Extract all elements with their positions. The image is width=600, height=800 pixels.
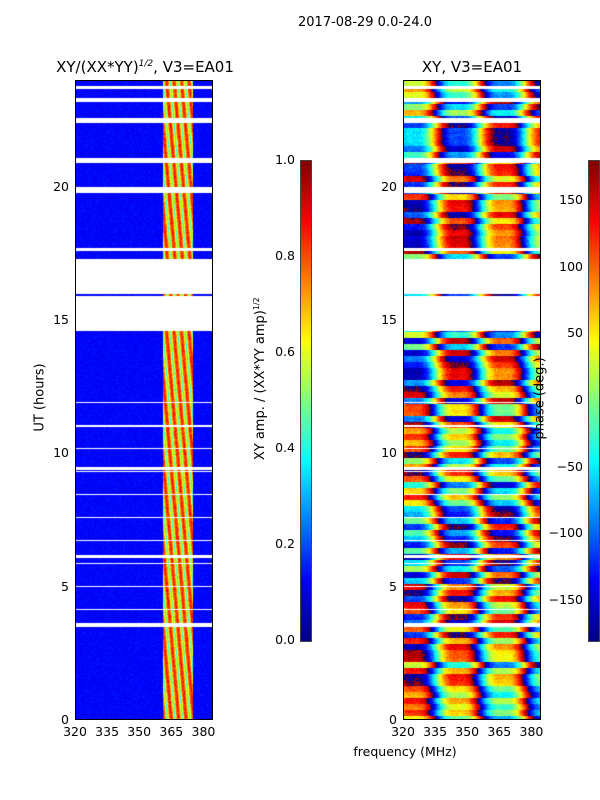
amplitude-colorbar — [300, 160, 312, 642]
amp-cbar-tick: 0.2 — [275, 536, 295, 551]
y-tick-label: 0 — [389, 712, 397, 727]
phase-cbar-tick: 100 — [559, 258, 583, 274]
amp-cbar-tick: 0.4 — [275, 440, 295, 455]
x-tick-label: 380 — [519, 724, 544, 739]
x-tick-label: 380 — [191, 724, 216, 739]
x-tick-label: 365 — [159, 724, 184, 739]
y-tick-label: 15 — [53, 312, 69, 327]
y-tick-label: 10 — [381, 445, 397, 461]
y-tick-label: 5 — [61, 578, 69, 594]
left-y-axis-label: UT (hours) — [32, 363, 48, 432]
amp-cbar-label-text: XY amp. / (XX*YY amp) — [253, 310, 269, 461]
amp-cbar-tick: 0.6 — [275, 344, 295, 359]
y-tick-label: 10 — [53, 445, 69, 461]
x-tick-label: 320 — [391, 724, 415, 739]
phase-colorbar — [588, 160, 600, 642]
phase-heatmap — [403, 80, 540, 720]
phase-cbar-tick: −100 — [548, 525, 583, 541]
phase-cbar-tick: 150 — [559, 192, 583, 207]
x-tick-label: 365 — [487, 724, 512, 739]
amp-cbar-label-sup: 1/2 — [251, 297, 261, 311]
left-title-sup: 1/2 — [138, 59, 154, 69]
phase-cbar-tick: −150 — [548, 592, 583, 607]
x-tick-label: 335 — [423, 724, 448, 739]
left-title-main: XY/(XX*YY) — [56, 58, 139, 76]
y-tick-label: 15 — [381, 312, 397, 327]
y-tick-label: 0 — [61, 712, 69, 727]
x-axis-label: frequency (MHz) — [353, 744, 457, 759]
x-tick-label: 350 — [455, 724, 480, 739]
phase-cbar-tick: −50 — [556, 458, 583, 474]
amp-cbar-tick: 0.0 — [275, 632, 295, 647]
amp-cbar-tick: 0.8 — [275, 248, 295, 263]
x-tick-label: 320 — [63, 724, 87, 739]
amplitude-heatmap — [75, 80, 212, 720]
x-tick-label: 350 — [127, 724, 152, 739]
amp-cbar-tick: 1.0 — [275, 152, 295, 167]
y-tick-label: 20 — [381, 178, 397, 194]
y-tick-label: 5 — [389, 578, 397, 594]
figure-suptitle: 2017-08-29 0.0-24.0 — [298, 15, 432, 30]
phase-cbar-tick: 50 — [567, 325, 583, 341]
left-title-tail: , V3=EA01 — [153, 58, 234, 76]
y-tick-label: 20 — [53, 178, 69, 194]
x-tick-label: 335 — [95, 724, 120, 739]
left-panel-title: XY/(XX*YY)1/2, V3=EA01 — [40, 58, 250, 76]
right-panel-title: XY, V3=EA01 — [421, 58, 523, 76]
phase-cbar-tick: 0 — [575, 392, 583, 407]
